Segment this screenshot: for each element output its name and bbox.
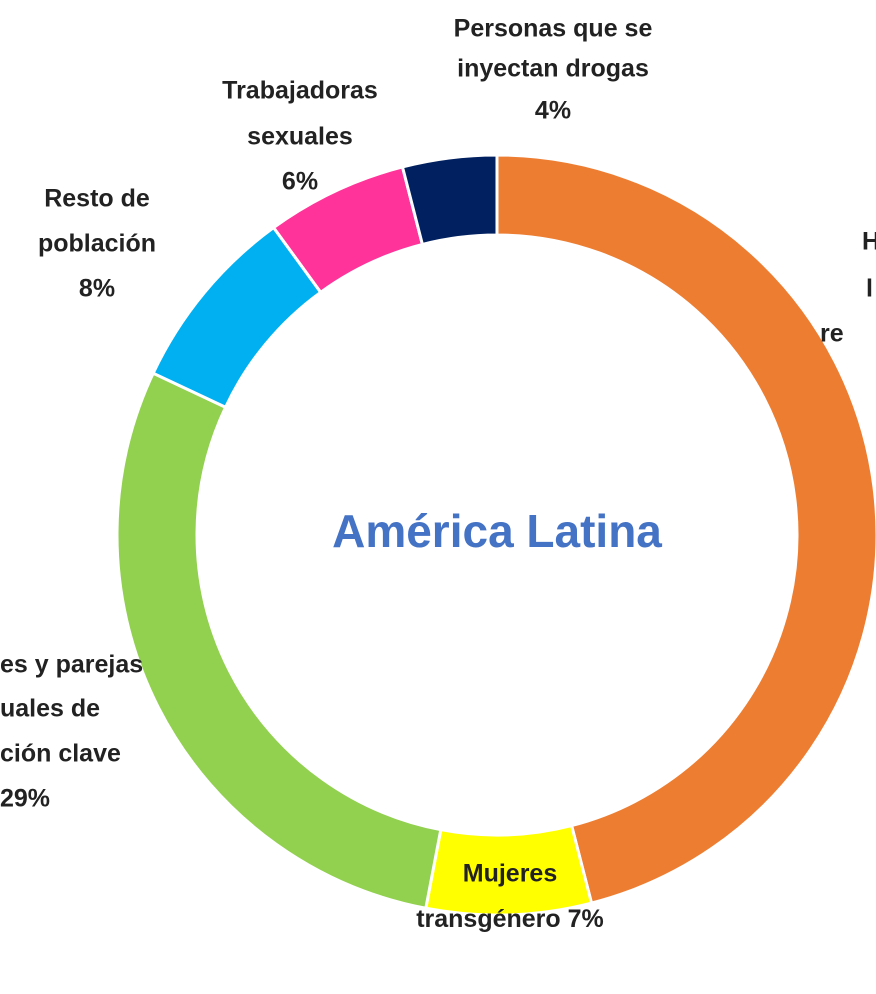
donut-slice: [495, 153, 876, 905]
donut-slice: [400, 153, 499, 247]
slice-label: Resto de: [44, 185, 150, 213]
slice-label: población: [38, 230, 156, 258]
slice-label: re: [820, 320, 844, 348]
value-label: 29%: [0, 785, 50, 813]
slice-label: inyectan drogas: [457, 55, 649, 83]
slice-label: H: [862, 228, 876, 256]
slice-label: ción clave: [0, 740, 121, 768]
slice-label: sexuales: [247, 123, 353, 151]
center-text: América Latina: [332, 505, 662, 557]
slice-label: Trabajadoras: [222, 77, 378, 105]
slice-label: Mujeres: [463, 860, 557, 888]
slice-label-line: transgénero: [416, 905, 560, 933]
slice-label: es y parejas: [0, 651, 143, 679]
value-label: 6%: [282, 168, 318, 196]
slice-label: transgénero 7%: [416, 905, 604, 933]
slice-label: Personas que se: [454, 15, 653, 43]
donut-slice: [115, 371, 443, 911]
slice-label: l: [866, 275, 873, 303]
value-label: 4%: [535, 97, 571, 125]
value-label: 7%: [568, 905, 604, 933]
value-label: 8%: [79, 275, 115, 303]
slice-label: uales de: [0, 695, 100, 723]
